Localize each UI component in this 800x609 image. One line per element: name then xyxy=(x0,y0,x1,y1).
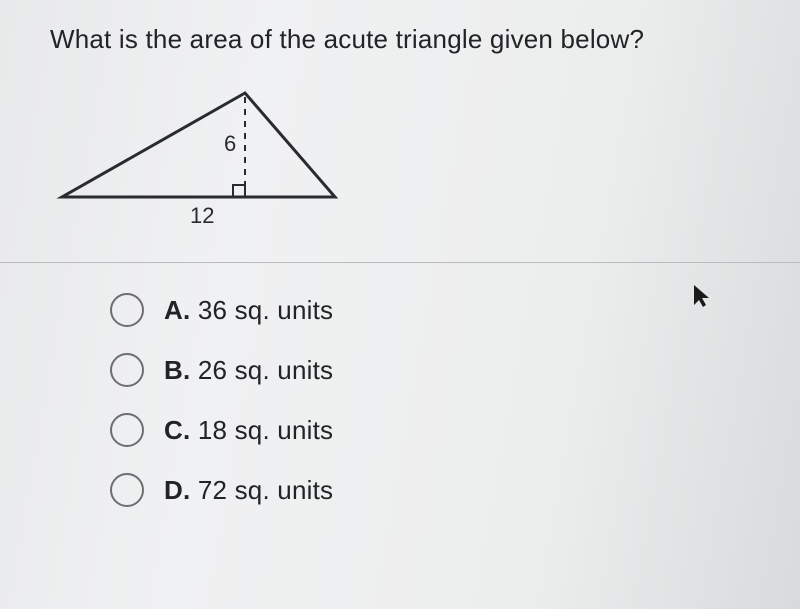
radio-c[interactable] xyxy=(110,413,144,447)
triangle-svg: 6 12 xyxy=(50,85,350,235)
option-b-answer: 26 sq. units xyxy=(198,355,333,385)
option-c[interactable]: C. 18 sq. units xyxy=(110,413,764,447)
option-d-answer: 72 sq. units xyxy=(198,475,333,505)
triangle-figure: 6 12 xyxy=(50,85,764,240)
option-a[interactable]: A. 36 sq. units xyxy=(110,293,764,327)
option-d[interactable]: D. 72 sq. units xyxy=(110,473,764,507)
option-c-letter: C. xyxy=(164,415,190,445)
svg-text:6: 6 xyxy=(224,131,236,156)
option-b-text: B. 26 sq. units xyxy=(164,355,333,386)
option-a-letter: A. xyxy=(164,295,190,325)
option-b-letter: B. xyxy=(164,355,190,385)
svg-text:12: 12 xyxy=(190,203,214,228)
options-list: A. 36 sq. units B. 26 sq. units C. 18 sq… xyxy=(110,293,764,507)
option-d-text: D. 72 sq. units xyxy=(164,475,333,506)
option-c-answer: 18 sq. units xyxy=(198,415,333,445)
option-b[interactable]: B. 26 sq. units xyxy=(110,353,764,387)
option-d-letter: D. xyxy=(164,475,190,505)
option-c-text: C. 18 sq. units xyxy=(164,415,333,446)
radio-b[interactable] xyxy=(110,353,144,387)
radio-d[interactable] xyxy=(110,473,144,507)
radio-a[interactable] xyxy=(110,293,144,327)
question-text: What is the area of the acute triangle g… xyxy=(50,22,764,57)
option-a-text: A. 36 sq. units xyxy=(164,295,333,326)
option-a-answer: 36 sq. units xyxy=(198,295,333,325)
divider xyxy=(0,262,800,263)
